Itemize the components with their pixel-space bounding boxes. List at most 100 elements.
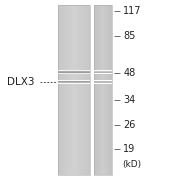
Bar (71, 5, 72, 175)
Bar (60, 5, 61, 175)
Bar (65, 5, 66, 175)
Bar (110, 5, 111, 175)
Bar (104, 5, 105, 175)
Bar (94, 5, 95, 175)
Bar (61, 5, 62, 175)
Bar (58, 71, 90, 72)
Bar (58, 82, 90, 83)
Bar (74, 5, 75, 175)
Bar (58, 70, 90, 71)
Bar (78, 5, 79, 175)
Bar (94, 72, 112, 73)
Bar (76, 5, 77, 175)
Bar (58, 80, 90, 81)
Bar (98, 5, 99, 175)
Bar (63, 5, 64, 175)
Bar (94, 80, 112, 81)
Text: DLX3: DLX3 (7, 77, 35, 87)
Bar (94, 81, 112, 82)
Bar (74, 5, 75, 175)
Bar (94, 82, 112, 83)
Bar (85, 5, 86, 175)
Bar (95, 5, 96, 175)
Bar (106, 5, 107, 175)
Bar (94, 73, 112, 74)
Bar (94, 72, 112, 73)
Bar (66, 5, 67, 175)
Bar (58, 82, 90, 83)
Bar (82, 5, 83, 175)
Bar (75, 5, 76, 175)
Bar (73, 5, 74, 175)
Bar (98, 5, 99, 175)
Bar (100, 5, 101, 175)
Text: 19: 19 (123, 144, 136, 154)
Bar (68, 5, 69, 175)
Bar (101, 5, 102, 175)
Bar (89, 5, 90, 175)
Bar (58, 72, 90, 73)
Bar (58, 73, 90, 74)
Bar (59, 5, 60, 175)
Text: 34: 34 (123, 95, 136, 105)
Bar (96, 5, 97, 175)
Bar (58, 81, 90, 82)
Bar (58, 5, 59, 175)
Bar (101, 5, 102, 175)
Text: (kD): (kD) (122, 160, 141, 169)
Bar (58, 83, 90, 84)
Bar (58, 83, 90, 84)
Bar (94, 83, 112, 84)
Bar (86, 5, 87, 175)
Bar (94, 5, 112, 175)
Bar (108, 5, 109, 175)
Bar (79, 5, 80, 175)
Bar (75, 5, 76, 175)
Bar (84, 5, 85, 175)
Bar (69, 5, 70, 175)
Bar (80, 5, 81, 175)
Bar (99, 5, 100, 175)
Bar (94, 73, 112, 74)
Bar (87, 5, 88, 175)
Bar (103, 5, 104, 175)
Bar (58, 72, 90, 73)
Bar (58, 71, 90, 72)
Bar (94, 71, 112, 72)
Bar (81, 5, 82, 175)
Bar (89, 5, 90, 175)
Bar (109, 5, 110, 175)
Bar (58, 80, 90, 81)
Bar (110, 5, 111, 175)
Bar (69, 5, 70, 175)
Bar (94, 5, 95, 175)
Bar (61, 5, 62, 175)
Bar (88, 5, 89, 175)
Bar (67, 5, 68, 175)
Bar (83, 5, 84, 175)
Bar (58, 70, 90, 71)
Bar (102, 5, 103, 175)
Bar (88, 5, 89, 175)
Text: 26: 26 (123, 120, 136, 130)
Text: 48: 48 (123, 68, 136, 78)
Text: 85: 85 (123, 31, 136, 41)
Bar (70, 5, 71, 175)
Bar (94, 81, 112, 82)
Bar (94, 83, 112, 84)
Bar (111, 5, 112, 175)
Bar (99, 5, 100, 175)
Text: 117: 117 (123, 6, 142, 16)
Bar (62, 5, 63, 175)
Bar (94, 71, 112, 72)
Bar (109, 5, 110, 175)
Bar (97, 5, 98, 175)
Bar (72, 5, 73, 175)
Bar (58, 81, 90, 82)
Bar (107, 5, 108, 175)
Bar (105, 5, 106, 175)
Bar (82, 5, 83, 175)
Bar (95, 5, 96, 175)
Bar (94, 70, 112, 71)
Bar (104, 5, 105, 175)
